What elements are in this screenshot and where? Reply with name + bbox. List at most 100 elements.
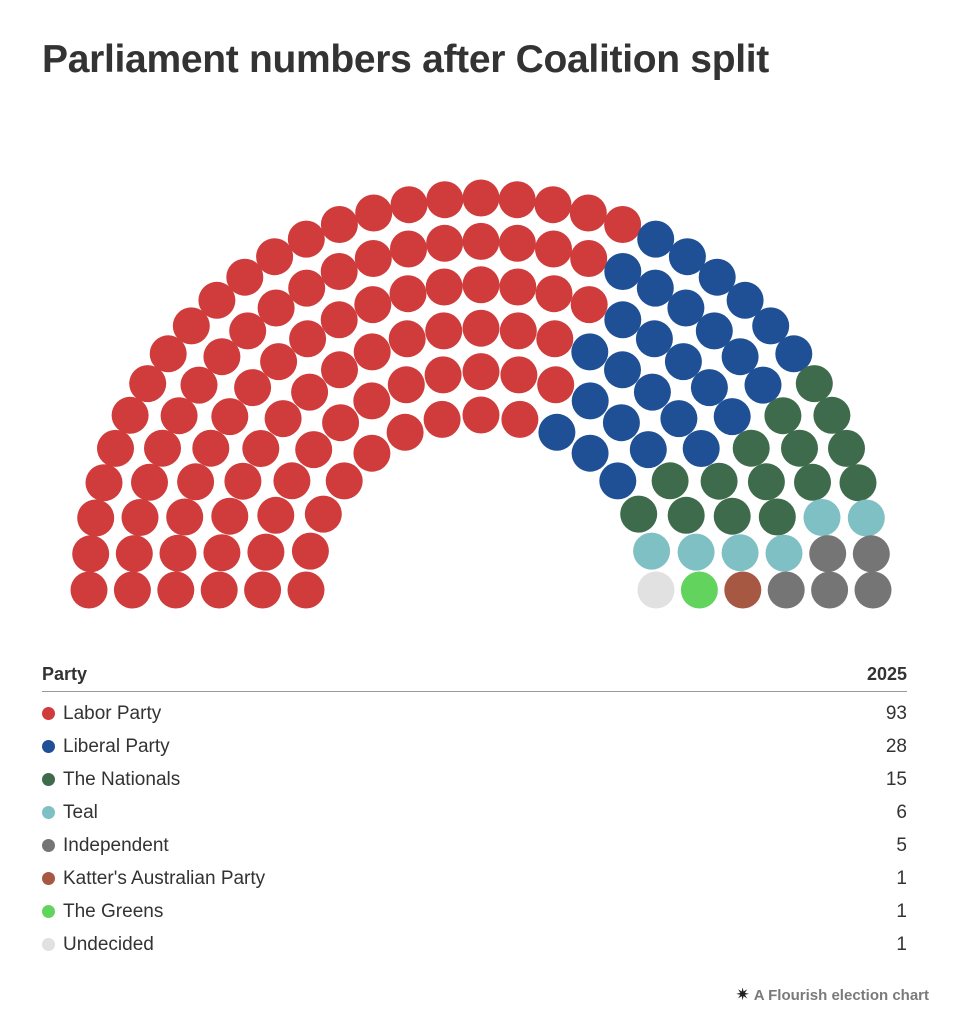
seat-the-nationals[interactable] bbox=[747, 463, 785, 501]
seat-labor-party[interactable] bbox=[177, 463, 215, 501]
seat-labor-party[interactable] bbox=[462, 353, 500, 391]
seat-labor-party[interactable] bbox=[113, 571, 151, 609]
seat-liberal-party[interactable] bbox=[637, 220, 675, 258]
seat-labor-party[interactable] bbox=[570, 286, 608, 324]
seat-liberal-party[interactable] bbox=[682, 430, 720, 467]
seat-liberal-party[interactable] bbox=[604, 253, 642, 290]
seat-labor-party[interactable] bbox=[256, 238, 294, 276]
seat-labor-party[interactable] bbox=[424, 356, 462, 394]
seat-liberal-party[interactable] bbox=[571, 333, 609, 371]
legend-row-labor-party[interactable]: Labor Party 93 bbox=[42, 697, 907, 730]
seat-labor-party[interactable] bbox=[172, 307, 210, 345]
seat-labor-party[interactable] bbox=[499, 268, 537, 306]
seat-labor-party[interactable] bbox=[534, 186, 572, 224]
seat-the-nationals[interactable] bbox=[651, 462, 689, 500]
seat-labor-party[interactable] bbox=[426, 181, 464, 219]
seat-labor-party[interactable] bbox=[386, 413, 424, 451]
seat-labor-party[interactable] bbox=[320, 206, 358, 243]
legend-row-the-greens[interactable]: The Greens 1 bbox=[42, 895, 907, 928]
seat-labor-party[interactable] bbox=[426, 224, 464, 262]
seat-labor-party[interactable] bbox=[244, 571, 282, 609]
seat-labor-party[interactable] bbox=[462, 396, 500, 434]
seat-labor-party[interactable] bbox=[500, 356, 538, 394]
legend-row-teal[interactable]: Teal 6 bbox=[42, 796, 907, 829]
seat-the-nationals[interactable] bbox=[828, 429, 865, 467]
seat-labor-party[interactable] bbox=[257, 289, 295, 327]
seat-labor-party[interactable] bbox=[287, 571, 325, 609]
seat-labor-party[interactable] bbox=[211, 497, 249, 535]
seat-labor-party[interactable] bbox=[226, 258, 264, 296]
seat-labor-party[interactable] bbox=[160, 397, 198, 435]
seat-labor-party[interactable] bbox=[115, 535, 153, 573]
flourish-credit[interactable]: ✷ A Flourish election chart bbox=[735, 985, 929, 1005]
seat-labor-party[interactable] bbox=[203, 534, 241, 572]
seat-labor-party[interactable] bbox=[291, 373, 329, 411]
legend-row-liberal-party[interactable]: Liberal Party 28 bbox=[42, 730, 907, 763]
seat-labor-party[interactable] bbox=[425, 312, 463, 350]
seat-labor-party[interactable] bbox=[423, 400, 461, 438]
seat-katter-s-australian-party[interactable] bbox=[724, 571, 762, 609]
seat-labor-party[interactable] bbox=[211, 398, 249, 436]
seat-labor-party[interactable] bbox=[85, 464, 123, 502]
seat-labor-party[interactable] bbox=[257, 496, 295, 534]
seat-labor-party[interactable] bbox=[121, 499, 159, 536]
seat-the-greens[interactable] bbox=[680, 571, 718, 609]
seat-labor-party[interactable] bbox=[390, 186, 428, 224]
seat-labor-party[interactable] bbox=[72, 535, 110, 573]
seat-labor-party[interactable] bbox=[149, 335, 187, 373]
seat-labor-party[interactable] bbox=[229, 312, 267, 350]
seat-liberal-party[interactable] bbox=[775, 335, 813, 373]
seat-labor-party[interactable] bbox=[462, 179, 500, 217]
seat-teal[interactable] bbox=[721, 534, 759, 572]
seat-liberal-party[interactable] bbox=[695, 312, 733, 350]
seat-labor-party[interactable] bbox=[604, 206, 642, 243]
seat-labor-party[interactable] bbox=[295, 431, 333, 469]
seat-independent[interactable] bbox=[809, 535, 847, 573]
seat-the-nationals[interactable] bbox=[620, 495, 658, 533]
seat-labor-party[interactable] bbox=[387, 366, 425, 404]
seat-labor-party[interactable] bbox=[70, 571, 108, 609]
seat-labor-party[interactable] bbox=[144, 429, 181, 467]
seat-independent[interactable] bbox=[854, 571, 892, 609]
seat-labor-party[interactable] bbox=[498, 181, 536, 219]
seat-labor-party[interactable] bbox=[273, 462, 311, 500]
seat-liberal-party[interactable] bbox=[538, 413, 576, 451]
seat-labor-party[interactable] bbox=[537, 366, 575, 404]
seat-labor-party[interactable] bbox=[320, 253, 358, 290]
seat-labor-party[interactable] bbox=[498, 224, 536, 262]
seat-labor-party[interactable] bbox=[111, 396, 149, 434]
seat-independent[interactable] bbox=[811, 571, 849, 609]
legend-row-katter-s-australian-party[interactable]: Katter's Australian Party 1 bbox=[42, 862, 907, 895]
seat-labor-party[interactable] bbox=[570, 240, 608, 277]
seat-the-nationals[interactable] bbox=[794, 463, 831, 501]
seat-labor-party[interactable] bbox=[462, 309, 500, 347]
seat-liberal-party[interactable] bbox=[636, 269, 674, 307]
seat-labor-party[interactable] bbox=[234, 369, 272, 407]
legend-row-undecided[interactable]: Undecided 1 bbox=[42, 928, 907, 961]
seat-the-nationals[interactable] bbox=[781, 429, 818, 467]
seat-labor-party[interactable] bbox=[157, 571, 195, 609]
seat-teal[interactable] bbox=[765, 534, 803, 572]
seat-labor-party[interactable] bbox=[388, 320, 426, 358]
seat-the-nationals[interactable] bbox=[795, 365, 833, 403]
seat-labor-party[interactable] bbox=[242, 430, 280, 467]
seat-labor-party[interactable] bbox=[535, 275, 573, 313]
seat-labor-party[interactable] bbox=[425, 268, 463, 306]
seat-labor-party[interactable] bbox=[97, 429, 134, 467]
seat-labor-party[interactable] bbox=[166, 498, 204, 536]
seat-labor-party[interactable] bbox=[247, 533, 285, 571]
seat-labor-party[interactable] bbox=[389, 275, 427, 313]
seat-labor-party[interactable] bbox=[131, 463, 168, 501]
seat-liberal-party[interactable] bbox=[664, 343, 702, 381]
seat-the-nationals[interactable] bbox=[839, 464, 877, 502]
seat-liberal-party[interactable] bbox=[602, 404, 640, 442]
seat-liberal-party[interactable] bbox=[571, 382, 609, 420]
seat-labor-party[interactable] bbox=[320, 301, 358, 339]
seat-labor-party[interactable] bbox=[224, 462, 262, 500]
seat-labor-party[interactable] bbox=[260, 343, 298, 381]
seat-liberal-party[interactable] bbox=[744, 366, 782, 404]
seat-labor-party[interactable] bbox=[325, 462, 363, 500]
seat-labor-party[interactable] bbox=[321, 351, 358, 389]
seat-teal[interactable] bbox=[677, 533, 715, 571]
seat-independent[interactable] bbox=[767, 571, 805, 609]
